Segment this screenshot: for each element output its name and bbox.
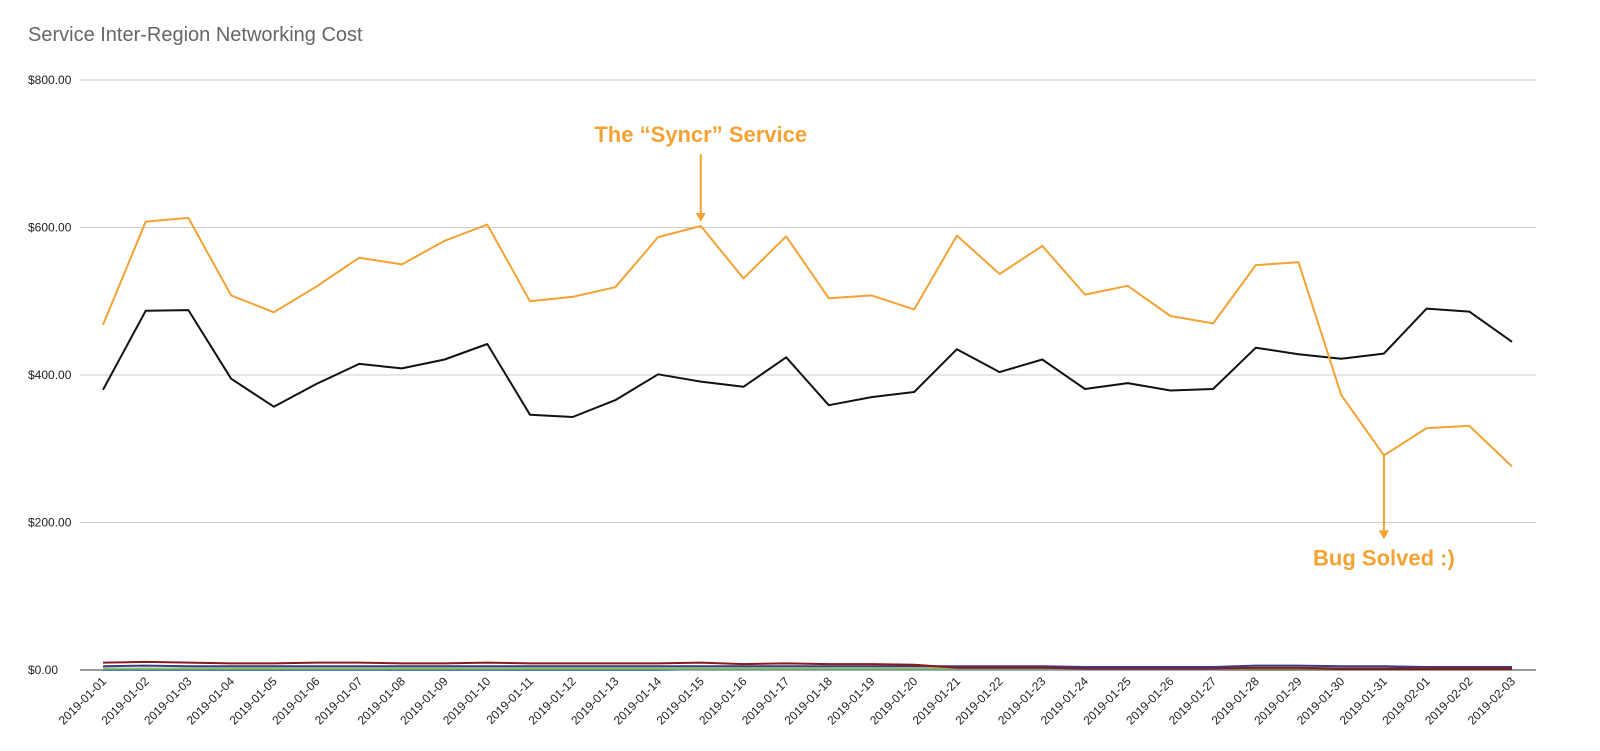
- x-axis-ticks: 2019-01-012019-01-022019-01-032019-01-04…: [56, 674, 1519, 728]
- y-tick-label: $200.00: [28, 516, 72, 530]
- series-lines: [102, 216, 1513, 671]
- y-tick-label: $0.00: [28, 663, 58, 677]
- chart-title: Service Inter-Region Networking Cost: [28, 24, 363, 46]
- y-axis-ticks: $0.00 $200.00 $400.00 $600.00 $800.00: [28, 73, 72, 677]
- series-line: [102, 660, 1512, 670]
- series-line: [102, 216, 1513, 468]
- annotation-arrow-head: [695, 213, 706, 223]
- annotation-arrow-head: [1378, 530, 1389, 540]
- annotation-label: Bug Solved :): [1313, 545, 1455, 570]
- series-line: [102, 664, 1512, 668]
- y-tick-label: $600.00: [28, 221, 72, 235]
- annotations: The “Syncr” Service Bug Solved :): [594, 122, 1454, 570]
- gridlines: [80, 79, 1536, 671]
- annotation-label: The “Syncr” Service: [594, 122, 807, 147]
- series-line: [102, 307, 1513, 418]
- y-tick-label: $400.00: [28, 368, 72, 382]
- y-tick-label: $800.00: [28, 73, 72, 87]
